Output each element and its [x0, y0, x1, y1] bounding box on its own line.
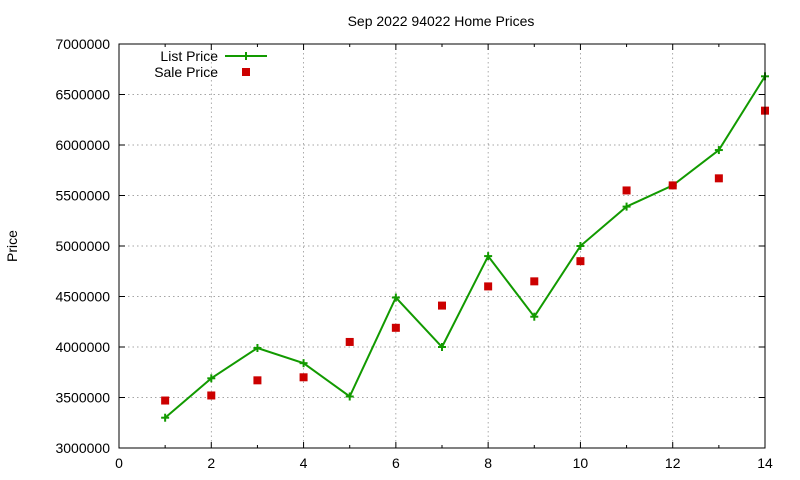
- x-tick-label: 10: [573, 455, 589, 471]
- y-tick-label: 5500000: [55, 188, 110, 204]
- data-point: [484, 282, 493, 291]
- x-tick-label: 14: [757, 455, 773, 471]
- x-tick-label: 6: [392, 455, 400, 471]
- data-point: [253, 344, 262, 353]
- data-point: [714, 174, 723, 183]
- chart-title: Sep 2022 94022 Home Prices: [348, 13, 535, 29]
- data-point: [299, 359, 308, 368]
- data-point: [161, 396, 170, 405]
- series-sale-price: [161, 106, 769, 405]
- data-point: [668, 181, 677, 190]
- x-tick-label: 8: [484, 455, 492, 471]
- x-tick-label: 12: [665, 455, 681, 471]
- x-tick-label: 2: [207, 455, 215, 471]
- data-point: [530, 277, 539, 286]
- y-tick-label: 6000000: [55, 137, 110, 153]
- y-tick-label: 5000000: [55, 238, 110, 254]
- grid: [119, 44, 765, 448]
- y-tick-label: 4500000: [55, 289, 110, 305]
- data-point: [622, 186, 631, 195]
- series-layer: [161, 72, 769, 422]
- y-axis-label: Price: [4, 230, 20, 262]
- legend-label: List Price: [160, 48, 218, 64]
- data-point: [345, 392, 354, 401]
- y-tick-label: 7000000: [55, 36, 110, 52]
- data-point: [576, 257, 585, 266]
- plot-frame: [118, 43, 766, 449]
- y-tick-label: 4000000: [55, 339, 110, 355]
- data-point: [161, 413, 170, 422]
- data-point: [207, 391, 216, 400]
- data-point: [484, 252, 493, 261]
- data-point: [438, 301, 446, 310]
- data-point: [253, 376, 262, 385]
- legend-label: Sale Price: [154, 64, 218, 80]
- data-point: [345, 337, 354, 346]
- y-tick-label: 3000000: [55, 440, 110, 456]
- axis-ticks: 0 2 4 6 8 10 12 14 3000000 3500000 4000000 4500000 5…: [55, 36, 773, 471]
- data-point: [576, 242, 585, 250]
- legend-marker: [242, 52, 250, 60]
- data-point: [299, 373, 308, 382]
- data-point: [391, 323, 400, 332]
- x-tick-label: 4: [300, 455, 308, 471]
- data-point: [622, 202, 631, 211]
- data-point: [207, 374, 216, 383]
- legend-marker: [242, 68, 250, 76]
- series-list-price: [161, 72, 769, 422]
- y-tick-label: 6500000: [55, 87, 110, 103]
- x-tick-label: 0: [115, 455, 123, 471]
- series-line: [164, 75, 766, 419]
- y-tick-label: 3500000: [55, 390, 110, 406]
- data-point: [438, 343, 446, 351]
- data-point: [530, 312, 539, 321]
- data-point: [391, 293, 400, 302]
- data-point: [714, 146, 723, 155]
